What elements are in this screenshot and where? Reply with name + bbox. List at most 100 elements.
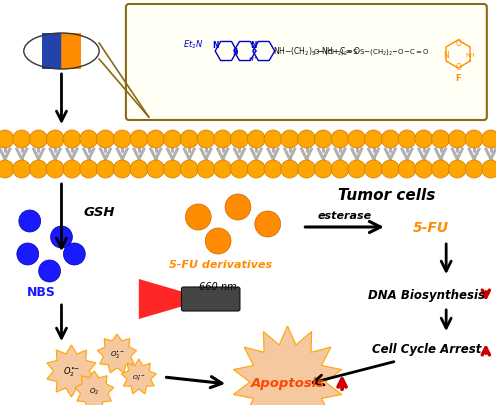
Circle shape	[114, 161, 131, 179]
Circle shape	[13, 161, 30, 179]
Circle shape	[415, 131, 432, 149]
Circle shape	[80, 161, 98, 179]
Polygon shape	[47, 345, 96, 397]
Circle shape	[398, 161, 416, 179]
Text: 5-FU derivatives: 5-FU derivatives	[168, 259, 272, 269]
Circle shape	[46, 131, 64, 149]
Text: N: N	[212, 40, 218, 49]
Circle shape	[63, 161, 81, 179]
Circle shape	[19, 211, 40, 232]
Circle shape	[30, 131, 48, 149]
Circle shape	[114, 131, 131, 149]
Circle shape	[50, 226, 72, 248]
Circle shape	[205, 228, 231, 254]
Wedge shape	[44, 34, 62, 70]
Text: 660 nm: 660 nm	[200, 281, 237, 291]
Circle shape	[314, 161, 332, 179]
Circle shape	[448, 131, 466, 149]
Circle shape	[382, 131, 399, 149]
Circle shape	[331, 131, 349, 149]
Text: F: F	[456, 73, 461, 82]
Circle shape	[64, 243, 86, 265]
Polygon shape	[74, 371, 114, 405]
Circle shape	[180, 161, 198, 179]
Circle shape	[147, 161, 164, 179]
Circle shape	[448, 161, 466, 179]
Circle shape	[230, 131, 248, 149]
FancyBboxPatch shape	[182, 287, 240, 311]
Circle shape	[314, 131, 332, 149]
Circle shape	[130, 161, 148, 179]
Circle shape	[225, 194, 251, 220]
Circle shape	[465, 161, 483, 179]
Circle shape	[197, 131, 215, 149]
Text: Tumor cells: Tumor cells	[338, 187, 436, 202]
Circle shape	[264, 161, 282, 179]
Polygon shape	[234, 326, 342, 405]
Text: Cell Cycle Arrest: Cell Cycle Arrest	[372, 343, 481, 356]
Circle shape	[0, 131, 14, 149]
Circle shape	[230, 161, 248, 179]
Circle shape	[298, 131, 316, 149]
Circle shape	[164, 131, 182, 149]
Circle shape	[482, 131, 500, 149]
Circle shape	[96, 131, 114, 149]
Text: NBS: NBS	[27, 285, 56, 298]
Polygon shape	[139, 279, 184, 319]
Circle shape	[415, 161, 432, 179]
Circle shape	[17, 243, 38, 265]
Text: S: S	[232, 47, 237, 56]
Circle shape	[348, 161, 366, 179]
Circle shape	[331, 161, 349, 179]
Text: Apoptosis: Apoptosis	[250, 375, 324, 388]
Text: $H^+$: $H^+$	[248, 55, 260, 64]
Circle shape	[186, 205, 211, 230]
Circle shape	[130, 131, 148, 149]
Polygon shape	[121, 359, 156, 394]
Bar	[62, 34, 82, 70]
Text: NH: NH	[465, 52, 474, 58]
Circle shape	[398, 131, 416, 149]
Polygon shape	[98, 334, 136, 373]
Circle shape	[180, 131, 198, 149]
Circle shape	[432, 131, 450, 149]
Text: N: N	[250, 40, 257, 49]
Circle shape	[364, 161, 382, 179]
Circle shape	[364, 131, 382, 149]
Circle shape	[465, 131, 483, 149]
Circle shape	[348, 131, 366, 149]
Circle shape	[164, 161, 182, 179]
Text: N: N	[444, 50, 449, 60]
Text: DNA Biosynthesis: DNA Biosynthesis	[368, 289, 485, 302]
Bar	[42, 34, 62, 70]
Circle shape	[13, 131, 30, 149]
Wedge shape	[62, 34, 80, 70]
Circle shape	[214, 161, 232, 179]
Text: $O_2^{\bullet{-}}$: $O_2^{\bullet{-}}$	[110, 348, 124, 360]
Circle shape	[281, 161, 298, 179]
Circle shape	[298, 161, 316, 179]
Circle shape	[432, 161, 450, 179]
Circle shape	[147, 131, 164, 149]
Text: $O_2^{\bullet{-}}$: $O_2^{\bullet{-}}$	[63, 364, 80, 378]
Text: $\mathit{Et_2N}$: $\mathit{Et_2N}$	[183, 38, 204, 51]
Circle shape	[482, 161, 500, 179]
Text: $O_2^{\bullet{-}}$: $O_2^{\bullet{-}}$	[132, 372, 145, 382]
Circle shape	[63, 131, 81, 149]
Circle shape	[255, 211, 280, 237]
Text: 5-FU: 5-FU	[413, 220, 450, 234]
Text: GSH: GSH	[84, 206, 115, 219]
Circle shape	[382, 161, 399, 179]
Circle shape	[197, 161, 215, 179]
Circle shape	[248, 161, 265, 179]
Circle shape	[281, 131, 298, 149]
Text: $\mathregular{O{-}(CH_2)_2{-}S{\cdot}S{-}(CH_2)_2{-}O{-}C{=}O}$: $\mathregular{O{-}(CH_2)_2{-}S{\cdot}S{-…	[314, 47, 430, 57]
Circle shape	[30, 161, 48, 179]
Circle shape	[46, 161, 64, 179]
Circle shape	[214, 131, 232, 149]
Circle shape	[0, 161, 14, 179]
Circle shape	[38, 260, 60, 282]
Text: $O_2$: $O_2$	[89, 386, 100, 396]
Text: $\mathregular{NH{-}(CH_2)_5{-}NH{-}C{=}O}$: $\mathregular{NH{-}(CH_2)_5{-}NH{-}C{=}O…	[273, 46, 362, 58]
Text: O: O	[455, 62, 461, 71]
